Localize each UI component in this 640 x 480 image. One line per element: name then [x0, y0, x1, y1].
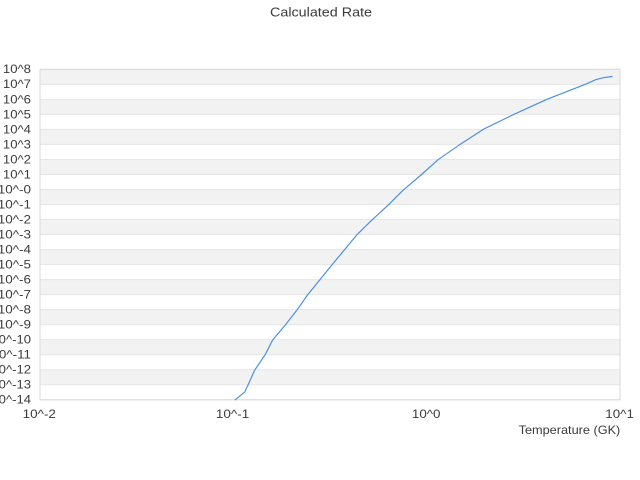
svg-text:10^0: 10^0	[412, 407, 441, 421]
svg-text:10^-4: 10^-4	[0, 242, 31, 256]
svg-text:10^5: 10^5	[3, 107, 31, 121]
svg-text:10^-6: 10^-6	[0, 273, 31, 287]
svg-text:10^-2: 10^-2	[0, 212, 31, 226]
svg-text:10^3: 10^3	[3, 137, 31, 151]
svg-text:Temperature (GK): Temperature (GK)	[519, 423, 621, 437]
svg-text:10^-9: 10^-9	[0, 318, 31, 332]
svg-text:10^1: 10^1	[3, 167, 31, 181]
svg-text:Calculated Rate: Calculated Rate	[270, 4, 372, 19]
svg-text:10^4: 10^4	[3, 122, 31, 136]
svg-text:10^-7: 10^-7	[0, 288, 31, 302]
svg-text:10^-10: 10^-10	[0, 333, 31, 347]
svg-text:10^-14: 10^-14	[0, 393, 31, 407]
svg-text:10^6: 10^6	[3, 92, 31, 106]
svg-text:10^2: 10^2	[3, 152, 31, 166]
svg-text:10^-2: 10^-2	[23, 407, 57, 421]
svg-text:10^-3: 10^-3	[0, 227, 31, 241]
svg-text:10^-8: 10^-8	[0, 303, 31, 317]
svg-text:10^-1: 10^-1	[216, 407, 250, 421]
svg-text:10^-13: 10^-13	[0, 378, 31, 392]
svg-text:10^1: 10^1	[605, 407, 634, 421]
svg-text:10^-11: 10^-11	[0, 348, 31, 362]
svg-text:10^-0: 10^-0	[0, 182, 31, 196]
svg-text:10^8: 10^8	[3, 62, 31, 76]
svg-text:10^7: 10^7	[3, 77, 31, 91]
svg-text:10^-5: 10^-5	[0, 258, 31, 272]
svg-text:10^-12: 10^-12	[0, 363, 31, 377]
svg-text:10^-1: 10^-1	[0, 197, 31, 211]
